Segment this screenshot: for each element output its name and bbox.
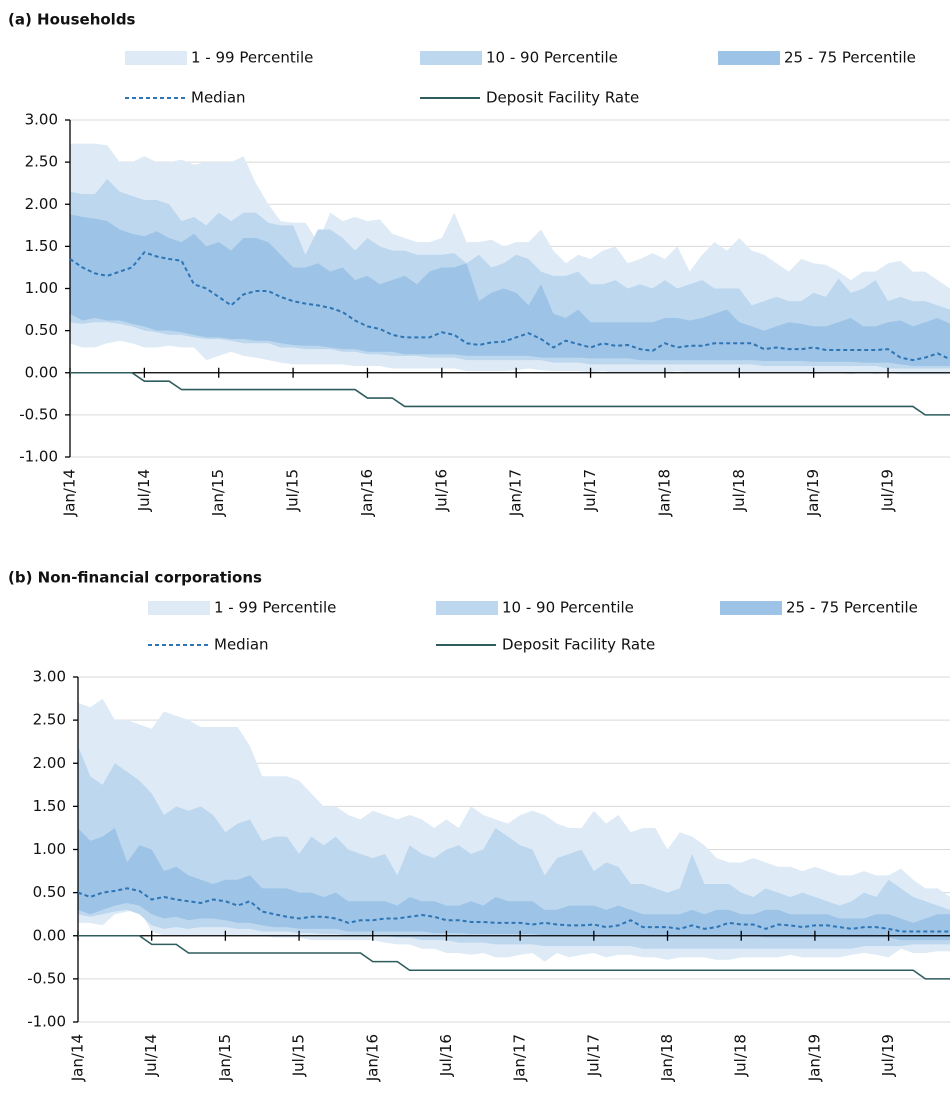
y-tick-label: -0.50 (19, 405, 58, 423)
x-tick-label: Jan/17 (511, 1034, 529, 1082)
y-tick-label: 1.00 (33, 840, 66, 858)
rate-line (78, 934, 950, 980)
y-tick-label: -1.00 (19, 448, 58, 466)
legend-swatch (148, 601, 210, 615)
x-tick-label: Jul/18 (732, 1034, 750, 1077)
x-tick-label: Jan/15 (216, 1034, 234, 1082)
x-tick-label: Jul/15 (284, 469, 302, 512)
percentile-band (78, 827, 950, 941)
x-tick-label: Jul/17 (581, 469, 599, 512)
rate-line (70, 371, 950, 416)
x-tick-label: Jul/18 (730, 469, 748, 512)
x-tick-label: Jul/19 (879, 469, 897, 512)
y-tick-label: 0.50 (25, 321, 58, 339)
y-tick-label: 1.50 (33, 797, 66, 815)
x-tick-label: Jan/18 (655, 469, 673, 517)
median-line (77, 887, 950, 933)
x-tick-label: Jan/17 (507, 469, 525, 517)
legend-label: 25 - 75 Percentile (786, 599, 918, 617)
x-tick-label: Jan/14 (69, 1034, 87, 1082)
y-tick-label: 2.50 (25, 153, 58, 171)
legend-label: 10 - 90 Percentile (502, 599, 634, 617)
y-tick-label: 3.00 (33, 668, 66, 686)
x-tick-label: Jan/15 (209, 469, 227, 517)
percentile-band (70, 214, 950, 367)
x-tick-label: Jan/16 (358, 469, 376, 517)
legend-label: 25 - 75 Percentile (784, 49, 916, 67)
y-tick-label: 2.50 (33, 711, 66, 729)
x-tick-label: Jul/14 (135, 469, 153, 512)
legend-label: Deposit Facility Rate (486, 89, 639, 107)
y-tick-label: 0.00 (25, 363, 58, 381)
legend-label: 1 - 99 Percentile (191, 49, 313, 67)
x-tick-label: Jul/16 (437, 1034, 455, 1077)
x-tick-label: Jan/18 (658, 1034, 676, 1082)
y-tick-label: -1.00 (27, 1013, 66, 1031)
x-tick-label: Jan/19 (805, 1034, 823, 1082)
legend-label: Median (214, 636, 269, 654)
y-tick-label: 2.00 (33, 754, 66, 772)
y-tick-label: 2.00 (25, 195, 58, 213)
x-tick-label: Jan/19 (804, 469, 822, 517)
y-tick-label: 1.00 (25, 279, 58, 297)
x-tick-label: Jul/14 (142, 1034, 160, 1077)
legend-swatch (436, 601, 498, 615)
x-tick-label: Jul/19 (879, 1034, 897, 1077)
y-tick-label: 3.00 (25, 111, 58, 129)
x-tick-label: Jan/14 (61, 469, 79, 517)
x-tick-label: Jul/15 (290, 1034, 308, 1077)
x-tick-label: Jul/17 (584, 1034, 602, 1077)
legend-label: Deposit Facility Rate (502, 636, 655, 654)
legend-swatch (720, 601, 782, 615)
y-tick-label: 1.50 (25, 237, 58, 255)
chart-title: (a) Households (8, 11, 136, 29)
x-tick-label: Jul/16 (432, 469, 450, 512)
legend-swatch (125, 51, 187, 65)
legend-label: 1 - 99 Percentile (214, 599, 336, 617)
legend-swatch (420, 51, 482, 65)
legend-swatch (718, 51, 780, 65)
y-tick-label: 0.00 (33, 926, 66, 944)
median-line (69, 251, 950, 362)
chart-title: (b) Non-financial corporations (8, 569, 262, 587)
y-tick-label: 0.50 (33, 883, 66, 901)
legend-label: Median (191, 89, 246, 107)
y-tick-label: -0.50 (27, 969, 66, 987)
legend-label: 10 - 90 Percentile (486, 49, 618, 67)
x-tick-label: Jan/16 (363, 1034, 381, 1082)
